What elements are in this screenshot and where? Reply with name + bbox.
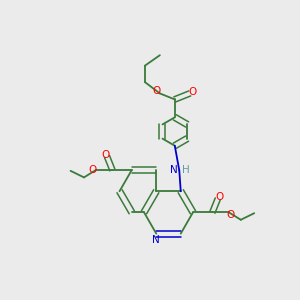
Text: O: O xyxy=(153,86,161,96)
Text: O: O xyxy=(101,150,110,160)
Text: N: N xyxy=(170,165,178,175)
Text: O: O xyxy=(215,192,224,203)
Text: H: H xyxy=(182,165,190,175)
Text: N: N xyxy=(152,235,160,245)
Text: O: O xyxy=(189,87,197,97)
Text: O: O xyxy=(226,210,235,220)
Text: O: O xyxy=(88,165,97,175)
